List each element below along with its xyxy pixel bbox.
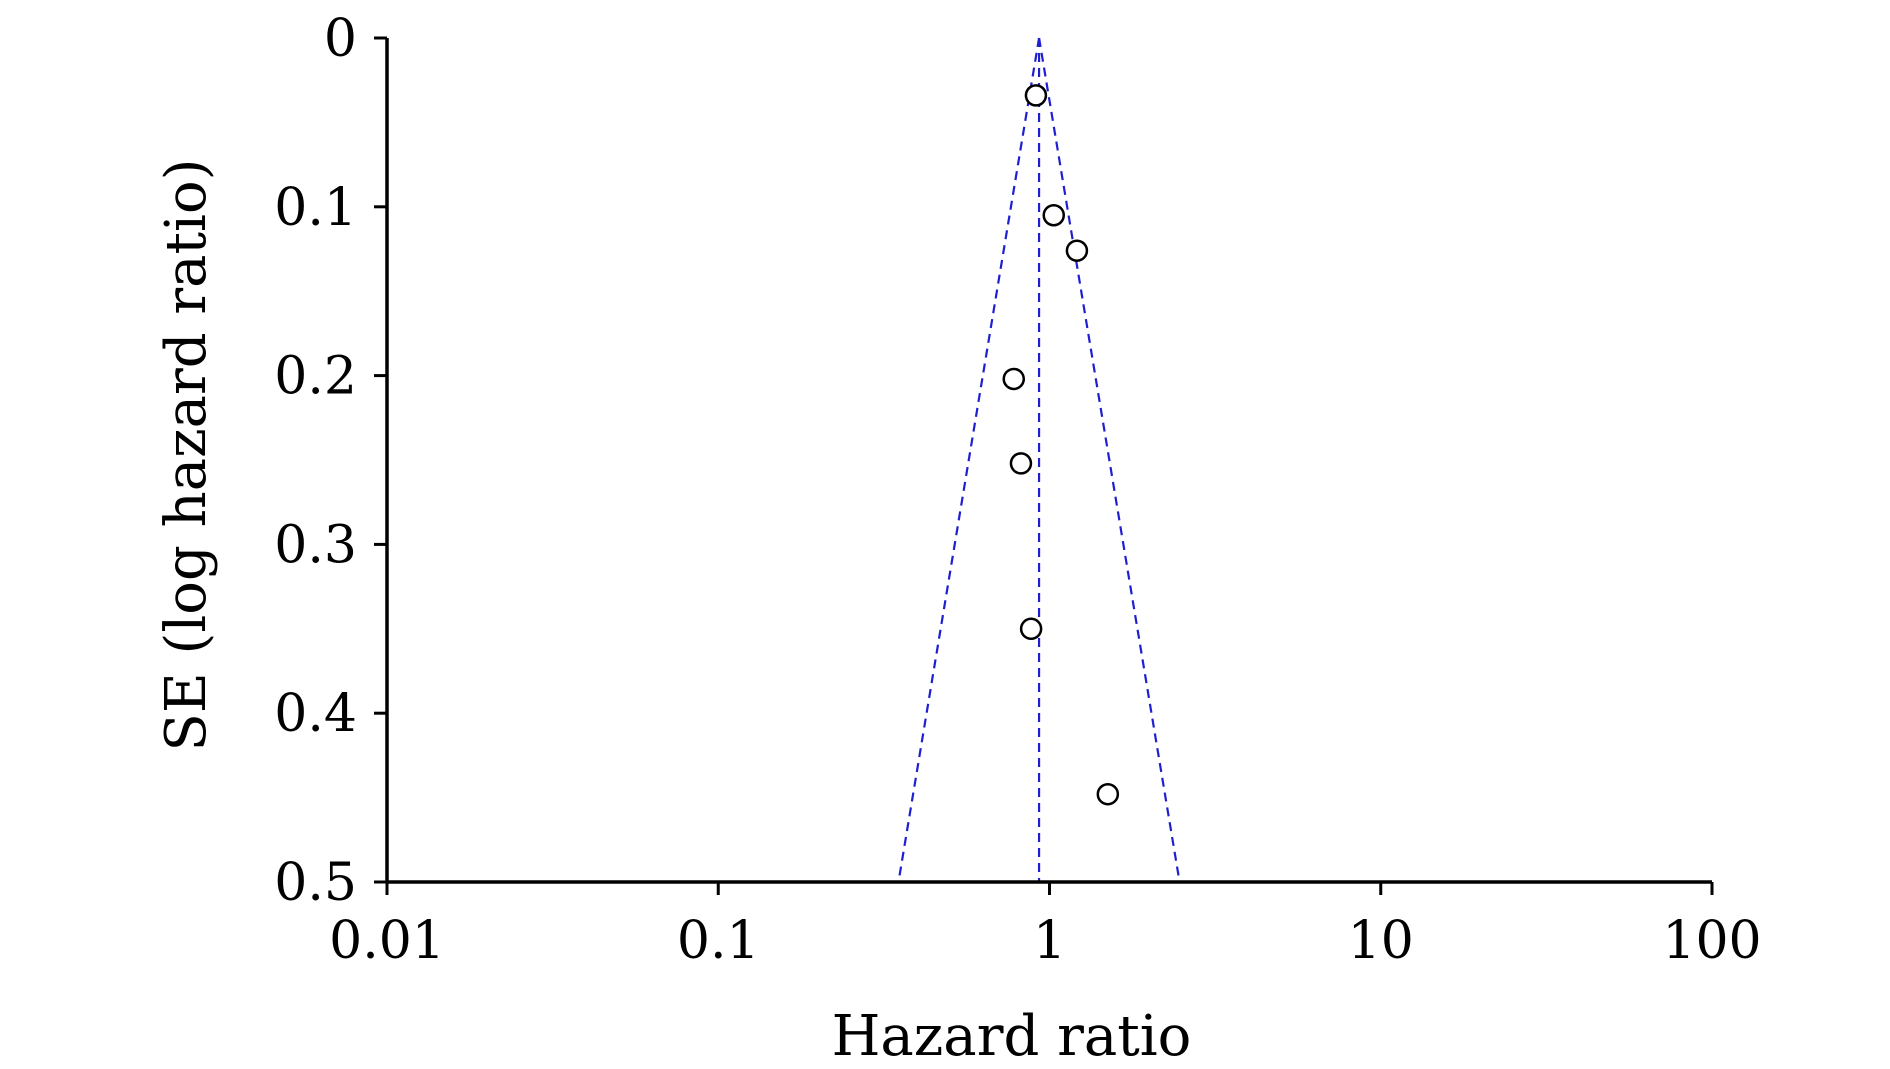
y-ticks: 0 0.1 0.2 0.3 0.4 0.5: [274, 9, 387, 913]
y-axis-title: SE (log hazard ratio): [154, 158, 219, 751]
funnel-lower-limit-line: [897, 37, 1041, 883]
study-point: [1096, 782, 1120, 806]
x-tick-label: 10: [1348, 911, 1414, 971]
y-tick-label: 0: [324, 9, 357, 69]
data-points: [1002, 84, 1120, 806]
y-tick-label: 0.2: [274, 347, 357, 407]
study-point: [1002, 367, 1026, 391]
x-tick-label: 0.1: [677, 911, 760, 971]
funnel-upper-limit-line: [1037, 37, 1181, 883]
study-point: [1042, 203, 1066, 227]
y-tick-label: 0.1: [274, 178, 357, 238]
x-axis-title: Hazard ratio: [832, 1004, 1192, 1069]
axes: [385, 38, 1712, 884]
x-ticks: 0.01 0.1 1 10 100: [329, 882, 1762, 971]
y-tick-label: 0.5: [274, 853, 357, 913]
y-tick-label: 0.4: [274, 684, 357, 744]
study-point: [1065, 239, 1089, 262]
study-point: [1009, 452, 1033, 475]
x-tick-label: 1: [1033, 911, 1066, 971]
study-point: [1024, 84, 1048, 107]
funnel-lines: [897, 37, 1181, 883]
x-tick-label: 100: [1662, 911, 1761, 971]
study-point: [1019, 617, 1043, 641]
y-tick-label: 0.3: [274, 515, 357, 575]
x-tick-label: 0.01: [329, 911, 445, 971]
